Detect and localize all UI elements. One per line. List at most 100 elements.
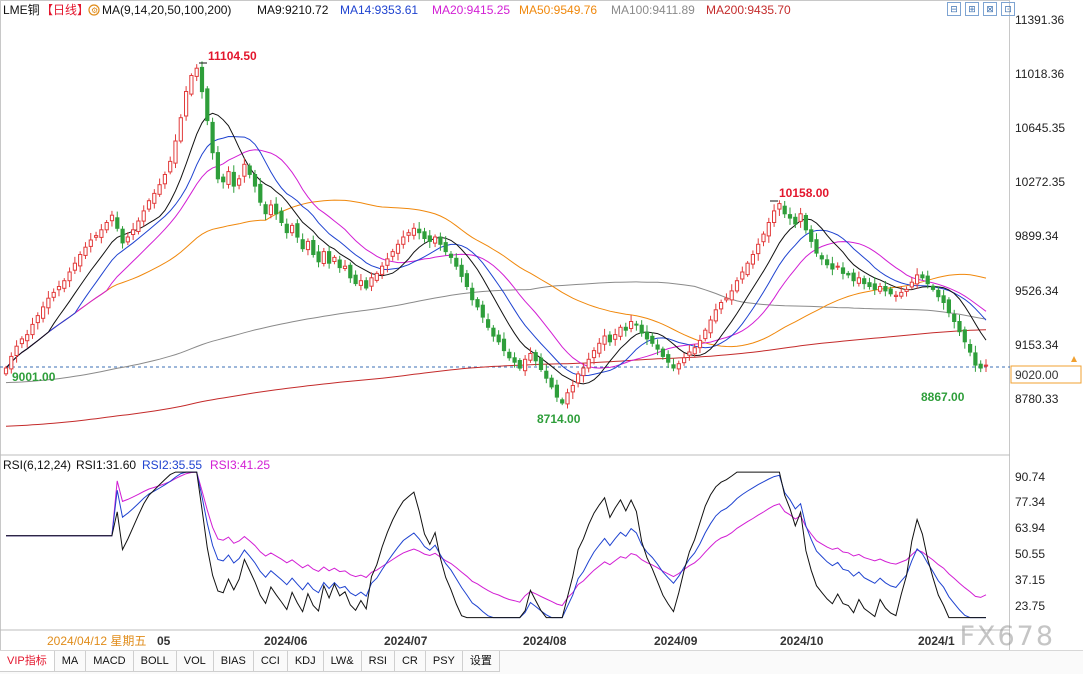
x-tick: 2024/10	[780, 634, 824, 648]
candle-body	[878, 286, 883, 292]
tab-bias[interactable]: BIAS	[213, 651, 254, 672]
candle-body	[470, 287, 475, 301]
candle-body	[692, 347, 697, 355]
candle-body	[761, 233, 766, 243]
candle-body	[131, 229, 136, 236]
settings-icon[interactable]	[88, 4, 100, 16]
candle-body	[422, 231, 427, 240]
candle-body	[83, 246, 88, 256]
candle-body	[311, 240, 316, 255]
candle-body	[480, 304, 485, 318]
candle-body	[491, 327, 496, 337]
candle-body	[115, 217, 120, 229]
low2-annotation: 8867.00	[921, 390, 965, 404]
tab-psy[interactable]: PSY	[425, 651, 463, 672]
candle-body	[644, 331, 650, 340]
price-axis: 11391.36 11018.36 10645.35 10272.35 9899…	[1015, 13, 1065, 406]
tab-lw[interactable]: LW&	[323, 651, 362, 672]
low1-annotation: 8714.00	[537, 412, 581, 426]
candle-body	[406, 232, 411, 236]
candle-body	[3, 367, 9, 375]
candle-body	[475, 299, 480, 308]
candle-body	[597, 342, 602, 354]
candle-body	[274, 203, 279, 215]
candle-body	[226, 171, 231, 185]
candle-body	[576, 373, 581, 384]
maximize-window-icon[interactable]: ⊞	[965, 2, 979, 16]
candle-body	[523, 358, 528, 372]
candle-body	[872, 283, 877, 290]
candle-body	[856, 277, 861, 284]
candle-body	[809, 229, 814, 242]
candle-body	[125, 236, 130, 243]
tab-ma[interactable]: MA	[54, 651, 87, 672]
tab-settings[interactable]: 设置	[462, 651, 500, 672]
candle-body	[305, 240, 311, 251]
candle-body	[666, 354, 671, 363]
candle-body	[141, 210, 146, 222]
candle-body	[284, 223, 289, 234]
candle-body	[358, 280, 363, 286]
tab-boll[interactable]: BOLL	[133, 651, 177, 672]
candle-body	[78, 254, 83, 267]
candle-body	[390, 251, 395, 257]
candle-body	[687, 351, 692, 356]
rsi-tick: 23.75	[1015, 599, 1045, 613]
candle-body	[295, 223, 300, 238]
candlesticks	[3, 61, 989, 409]
candle-body	[443, 242, 448, 253]
candle-body	[867, 282, 872, 288]
candle-body	[862, 278, 867, 285]
candle-body	[337, 259, 342, 269]
ma200-line	[5, 329, 987, 427]
tab-rsi[interactable]: RSI	[361, 651, 395, 672]
tab-kdj[interactable]: KDJ	[287, 651, 324, 672]
price-legend: LME铜 【日线】 ⚙ MA(9,14,20,50,100,200) MA9:9…	[3, 2, 791, 17]
minimize-window-icon[interactable]: ⊟	[947, 2, 961, 16]
price-marker-icon	[1071, 356, 1077, 362]
candle-body	[348, 264, 353, 279]
candle-body	[353, 274, 358, 285]
candle-body	[544, 370, 549, 379]
tab-macd[interactable]: MACD	[86, 651, 134, 672]
candle-body	[215, 152, 221, 180]
candle-body	[560, 399, 565, 404]
candle-body	[136, 220, 141, 232]
tab-vip[interactable]: VIP指标	[0, 651, 55, 672]
candle-body	[639, 324, 644, 334]
tab-cr[interactable]: CR	[394, 651, 426, 672]
candle-body	[803, 215, 808, 231]
candle-body	[205, 88, 210, 122]
tab-cci[interactable]: CCI	[253, 651, 288, 672]
candle-body	[957, 321, 962, 333]
rsi3-legend: RSI3:41.25	[210, 458, 270, 472]
candle-body	[321, 251, 326, 265]
rsi-axis: 90.74 77.34 63.94 50.55 37.15 23.75	[1015, 470, 1045, 613]
candle-body	[178, 117, 183, 142]
candle-body	[814, 239, 819, 254]
settings-icon-glyph: ⚙	[91, 6, 98, 15]
rsi-lines	[6, 471, 987, 619]
candle-body	[454, 257, 459, 267]
candle-body	[486, 319, 491, 328]
restore-window-icon[interactable]: ⊠	[983, 2, 997, 16]
candle-body	[374, 272, 379, 281]
candle-body	[655, 344, 660, 350]
candle-body	[9, 355, 14, 370]
candle-body	[94, 235, 99, 238]
candle-body	[893, 294, 899, 297]
candle-body	[946, 299, 951, 314]
candle-body	[618, 326, 623, 337]
price-tick: 9153.34	[1015, 338, 1059, 352]
indicator-tabs: VIP指标 MA MACD BOLL VOL BIAS CCI KDJ LW& …	[0, 650, 1083, 674]
rsi-legend: RSI(6,12,24) RSI1:31.60 RSI2:35.55 RSI3:…	[3, 458, 270, 472]
expand-panel-icon[interactable]: ⊡	[1001, 2, 1015, 16]
candle-body	[279, 210, 284, 224]
tab-vol[interactable]: VOL	[176, 651, 214, 672]
candle-body	[883, 286, 888, 292]
candle-body	[724, 297, 729, 301]
candle-body	[888, 288, 893, 295]
candle-body	[697, 339, 703, 349]
candle-body	[660, 348, 665, 357]
candle-body	[962, 329, 967, 343]
